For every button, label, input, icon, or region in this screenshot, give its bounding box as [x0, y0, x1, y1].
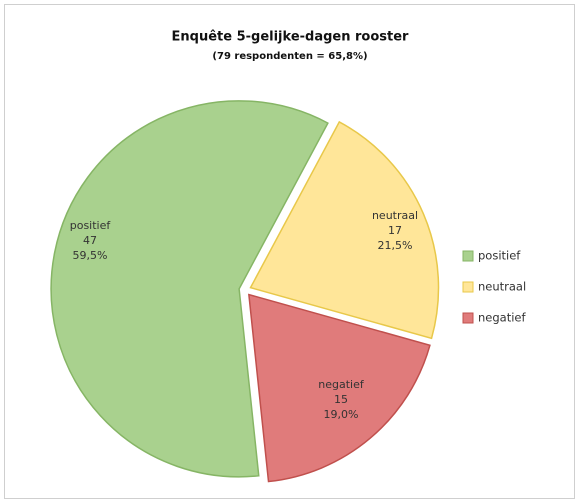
slice-label-percent: 59,5% — [73, 249, 108, 262]
legend-label: positief — [478, 249, 521, 263]
chart-subtitle: (79 respondenten = 65,8%) — [212, 51, 367, 62]
legend-swatch — [462, 281, 474, 293]
slice-label-name: negatief — [318, 378, 365, 391]
slice-label-percent: 19,0% — [324, 408, 359, 421]
chart-title: Enquête 5-gelijke-dagen rooster — [172, 30, 410, 45]
pie-slice — [249, 120, 440, 340]
legend-swatch — [462, 250, 474, 262]
slice-label-value: 17 — [388, 224, 402, 237]
slice-label-name: positief — [70, 219, 112, 232]
slice-label-percent: 21,5% — [378, 239, 413, 252]
slice-label-value: 15 — [334, 393, 348, 406]
legend-label: neutraal — [478, 280, 526, 294]
pie-slice — [50, 100, 329, 478]
slice-label-value: 47 — [83, 234, 97, 247]
pie-slice — [248, 293, 431, 483]
legend-swatch — [462, 312, 474, 324]
legend-label: negatief — [478, 311, 526, 325]
slice-label-name: neutraal — [372, 209, 418, 222]
